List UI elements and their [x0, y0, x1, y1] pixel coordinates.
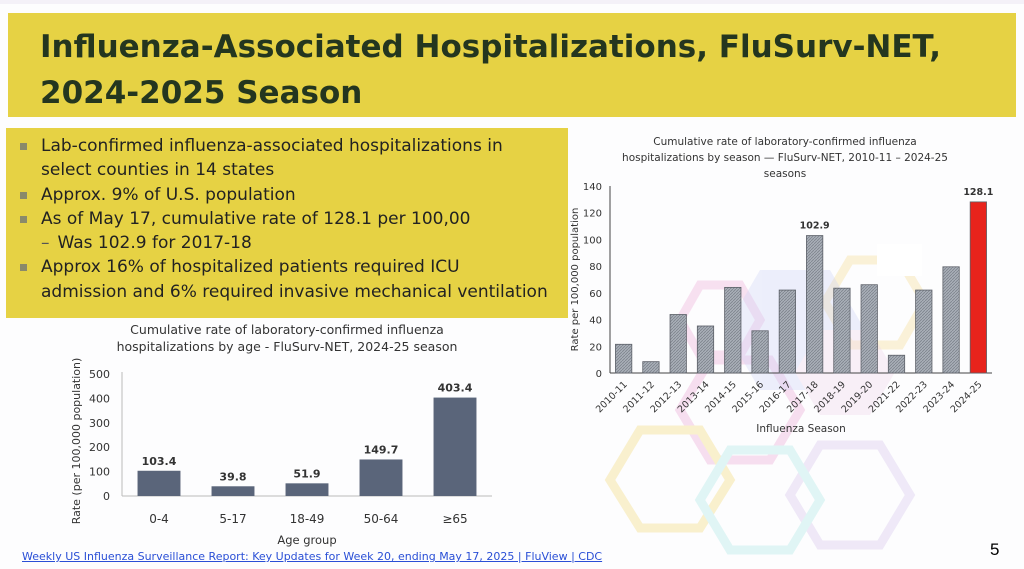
- bullet-text: Approx 16% of hospitalized patients requ…: [41, 257, 460, 278]
- highlight-bar: [969, 201, 987, 374]
- bullet-text: As of May 17, cumulative rate of 128.1 p…: [41, 208, 471, 229]
- x-axis-title: Age group: [277, 533, 336, 547]
- season-chart: Cumulative rate of laboratory-confirmed …: [562, 130, 1012, 440]
- bar-data-label: 128.1: [963, 187, 993, 198]
- square-bullet-icon: [20, 191, 27, 199]
- chart-title-line: Cumulative rate of laboratory-confirmed …: [130, 322, 444, 337]
- season-bar: [806, 235, 824, 374]
- chart-title-line: hospitalizations by age - FluSurv-NET, 2…: [117, 339, 458, 354]
- top-rule: [0, 0, 1024, 4]
- y-tick-label: 300: [89, 417, 110, 430]
- y-tick-label: 0: [103, 490, 110, 503]
- age-group-chart: Cumulative rate of laboratory-confirmed …: [62, 318, 532, 548]
- bar-data-label: 39.8: [219, 470, 246, 483]
- bullet-item: select counties in 14 states: [16, 158, 566, 182]
- bar-data-label: 149.7: [364, 443, 399, 456]
- square-bullet-icon: [20, 215, 27, 223]
- age-bar: [137, 470, 181, 496]
- season-bar: [915, 289, 933, 374]
- bullet-text: Lab-confirmed influenza-associated hospi…: [41, 136, 503, 156]
- x-tick-label: 18-49: [290, 512, 325, 526]
- y-axis-title: Rate per 100,000 population: [570, 208, 581, 352]
- y-tick-label: 0: [596, 369, 602, 380]
- y-tick-label: 100: [583, 235, 602, 246]
- y-tick-label: 200: [89, 441, 110, 454]
- bullet-box: Lab-confirmed influenza-associated hospi…: [6, 128, 568, 318]
- square-bullet-icon: [20, 143, 27, 150]
- square-bullet-icon: [20, 264, 27, 272]
- bullet-item: As of May 17, cumulative rate of 128.1 p…: [16, 207, 566, 231]
- y-axis-title: Rate (per 100,000 population): [70, 358, 83, 525]
- y-tick-label: 500: [89, 368, 110, 381]
- bullet-text: select counties in 14 states: [41, 160, 275, 181]
- dash-marker: –: [41, 233, 50, 254]
- y-tick-label: 140: [583, 182, 602, 193]
- x-tick-label: 50-64: [364, 512, 399, 526]
- x-tick-label: 5-17: [219, 512, 246, 526]
- bar-data-label: 102.9: [800, 221, 830, 232]
- season-bar: [642, 361, 660, 374]
- season-bar: [778, 289, 796, 374]
- y-tick-label: 100: [89, 466, 110, 479]
- season-bar: [669, 314, 687, 374]
- x-tick-label: ≥65: [442, 512, 467, 526]
- y-tick-label: 120: [583, 209, 602, 220]
- season-bar: [615, 343, 633, 374]
- age-bar: [211, 486, 255, 496]
- bullet-item: admission and 6% required invasive mecha…: [16, 280, 566, 304]
- bullet-item: Approx. 9% of U.S. population: [16, 183, 566, 207]
- age-bar: [359, 459, 403, 496]
- chart-title-line: Cumulative rate of laboratory-confirmed …: [653, 136, 916, 148]
- age-bar: [433, 397, 477, 496]
- season-bar: [942, 266, 960, 374]
- season-bar: [696, 325, 715, 374]
- bar-data-label: 51.9: [293, 467, 320, 480]
- bullet-list: Lab-confirmed influenza-associated hospi…: [16, 134, 566, 304]
- bullet-item: Lab-confirmed influenza-associated hospi…: [16, 134, 566, 158]
- y-tick-label: 60: [589, 289, 602, 300]
- season-bar: [887, 354, 906, 374]
- y-tick-label: 20: [589, 342, 602, 353]
- bullet-text: admission and 6% required invasive mecha…: [41, 281, 548, 302]
- bullet-text: Was 102.9 for 2017-18: [57, 233, 252, 254]
- bar-data-label: 103.4: [142, 455, 177, 468]
- slide-title: Influenza-Associated Hospitalizations, F…: [40, 29, 942, 111]
- y-tick-label: 400: [89, 392, 110, 405]
- bullet-text: Approx. 9% of U.S. population: [41, 184, 296, 205]
- season-bar: [751, 330, 769, 374]
- y-tick-label: 40: [589, 316, 602, 327]
- chart-title-line: hospitalizations by season — FluSurv-NET…: [622, 152, 948, 164]
- season-bar: [860, 284, 878, 374]
- page-number: 5: [990, 540, 1000, 559]
- x-tick-label: 0-4: [149, 512, 169, 526]
- source-link[interactable]: Weekly US Influenza Surveillance Report:…: [22, 550, 603, 563]
- sub-bullet-item: – Was 102.9 for 2017-18: [16, 231, 566, 255]
- bullet-item: Approx 16% of hospitalized patients requ…: [16, 255, 566, 279]
- season-bar: [724, 286, 742, 374]
- age-bar: [285, 483, 329, 496]
- season-bar: [833, 287, 851, 374]
- chart-title-line: seasons: [764, 168, 806, 180]
- title-band: [8, 13, 1016, 117]
- x-axis-title: Influenza Season: [756, 423, 846, 435]
- y-tick-label: 80: [589, 262, 602, 273]
- bar-data-label: 403.4: [438, 382, 473, 395]
